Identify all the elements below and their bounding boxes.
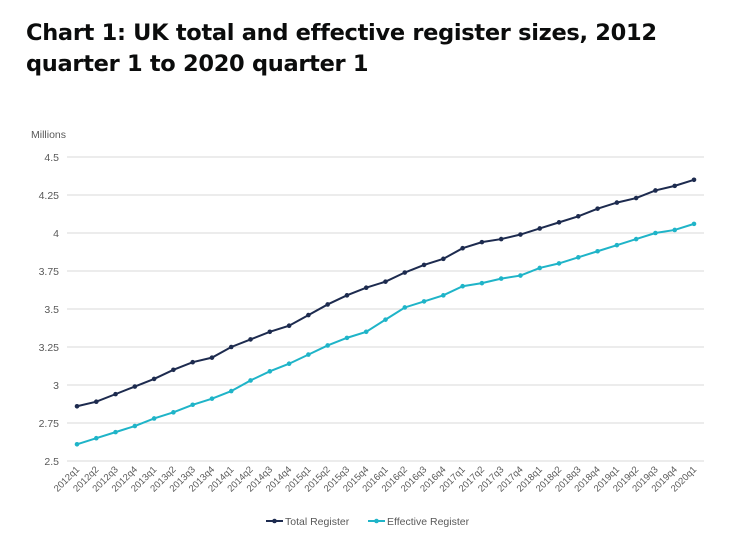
data-point	[421, 262, 427, 268]
chart-title: Chart 1: UK total and effective register…	[26, 20, 657, 77]
data-point	[691, 177, 697, 183]
data-point	[421, 299, 427, 304]
y-tick-label: 2.5	[44, 456, 59, 468]
data-point	[402, 305, 408, 310]
data-point	[209, 396, 215, 401]
data-point	[537, 265, 543, 271]
data-point	[267, 329, 273, 335]
data-point	[383, 317, 388, 322]
data-point	[633, 236, 639, 242]
data-point	[672, 183, 678, 189]
x-axis-ticks: 2012q12012q22012q32012q42013q12013q22013…	[52, 464, 699, 494]
y-tick-label: 4.5	[44, 152, 59, 164]
data-point	[460, 283, 465, 289]
data-point	[325, 343, 330, 348]
data-point	[190, 402, 195, 408]
data-point	[74, 441, 80, 447]
legend-marker	[272, 518, 277, 524]
data-point	[479, 239, 485, 245]
data-point	[498, 276, 504, 281]
data-point	[537, 226, 543, 231]
legend-marker	[374, 518, 379, 524]
data-point	[556, 220, 562, 225]
data-point	[93, 435, 99, 441]
data-point	[518, 232, 523, 237]
gridlines	[67, 156, 704, 462]
y-axis-ticks: 2.5 2.75 3 3.25 3.5 3.75 4 4.25 4.5	[39, 152, 60, 468]
data-point	[460, 245, 465, 251]
data-point	[441, 256, 446, 262]
data-point	[132, 423, 138, 429]
data-point	[151, 376, 157, 382]
data-point	[614, 200, 620, 205]
data-point	[248, 378, 253, 383]
data-point	[171, 410, 176, 415]
y-axis-label: Millions	[31, 129, 66, 141]
data-point	[576, 213, 581, 219]
data-point	[441, 293, 446, 298]
data-point	[209, 355, 215, 360]
data-point	[344, 293, 350, 298]
data-point	[691, 221, 697, 227]
data-point	[595, 248, 600, 254]
data-point	[171, 367, 176, 373]
data-point	[113, 391, 118, 397]
data-point	[363, 285, 369, 291]
y-tick-label: 3.75	[39, 266, 60, 278]
data-point	[633, 195, 639, 201]
data-point	[306, 352, 311, 357]
data-point	[93, 399, 99, 405]
legend-label: Total Register	[285, 516, 350, 528]
series-lines	[74, 177, 697, 447]
data-point	[556, 261, 562, 266]
data-point	[113, 429, 118, 435]
data-point	[286, 361, 292, 367]
data-point	[479, 280, 485, 286]
data-point	[576, 255, 581, 260]
data-point	[595, 206, 600, 211]
y-tick-label: 4	[53, 228, 59, 240]
data-point	[518, 273, 523, 278]
y-tick-label: 2.75	[39, 418, 60, 430]
data-point	[325, 302, 330, 307]
legend-label: Effective Register	[387, 516, 470, 528]
data-point	[653, 188, 658, 193]
legend: Total Register Effective Register	[266, 516, 470, 528]
data-point	[228, 344, 234, 350]
data-point	[383, 279, 388, 284]
data-point	[498, 236, 504, 242]
data-point	[402, 270, 408, 275]
data-point	[344, 335, 350, 341]
data-point	[151, 416, 157, 421]
data-point	[306, 312, 311, 318]
data-point	[614, 242, 620, 248]
series-line-0	[76, 178, 695, 408]
y-tick-label: 3.25	[39, 342, 60, 354]
data-point	[267, 369, 273, 374]
series-line-1	[76, 222, 695, 446]
data-point	[74, 403, 80, 409]
data-point	[190, 359, 195, 365]
y-tick-label: 4.25	[39, 190, 60, 202]
data-point	[286, 323, 292, 329]
data-point	[363, 329, 369, 335]
data-point	[228, 388, 234, 394]
data-point	[248, 337, 253, 342]
data-point	[653, 230, 658, 236]
y-tick-label: 3.5	[44, 304, 59, 316]
data-point	[672, 227, 678, 233]
y-tick-label: 3	[53, 380, 59, 392]
data-point	[132, 384, 138, 389]
